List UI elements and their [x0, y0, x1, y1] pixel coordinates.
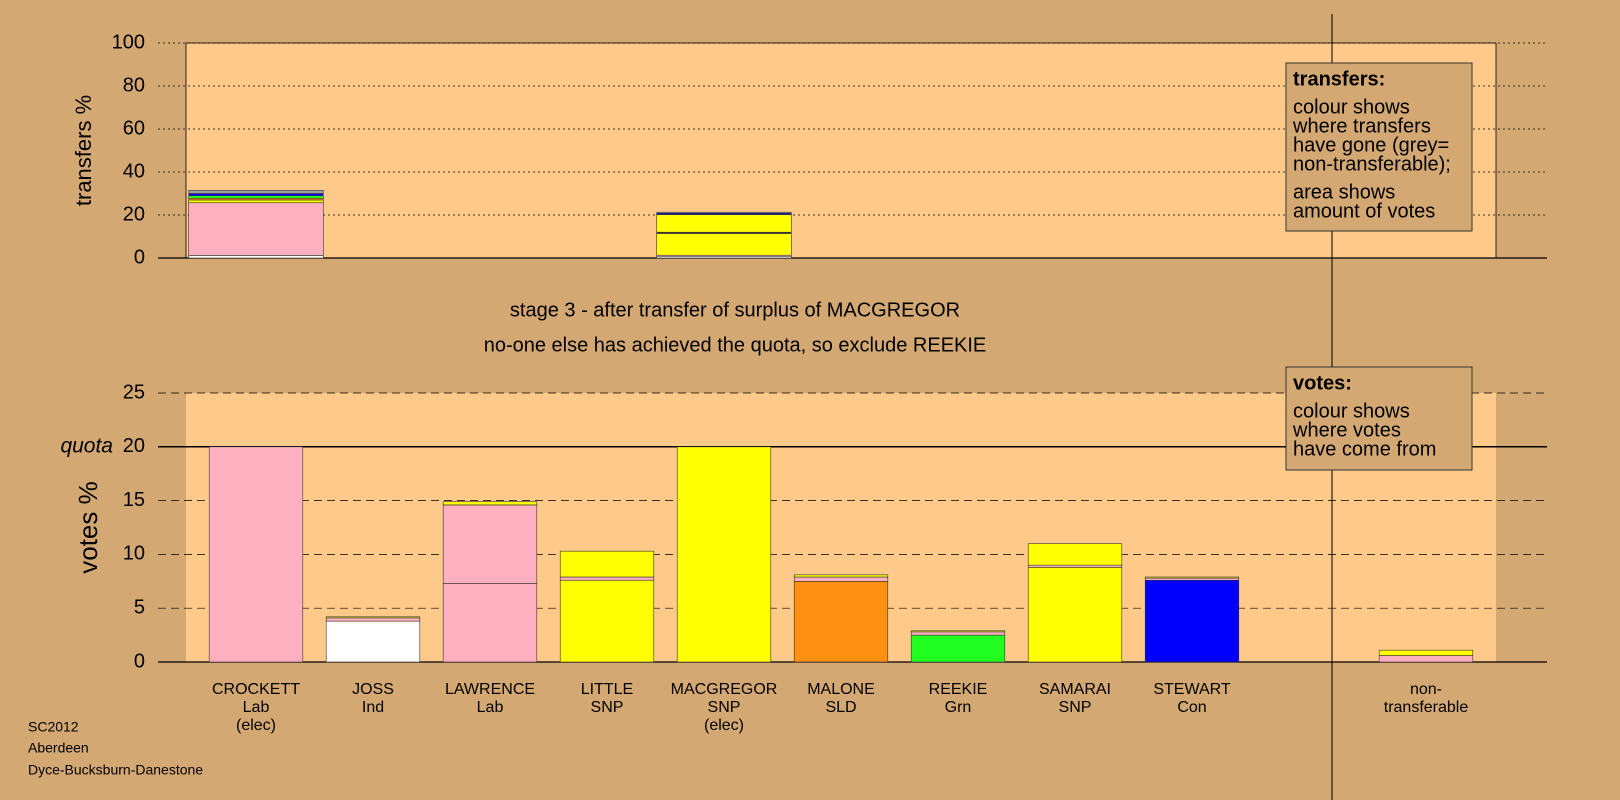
x-tick-label: MACGREGOR	[671, 681, 778, 698]
bar-segment	[910, 631, 1006, 636]
bar-segment	[188, 199, 324, 204]
x-tick-label: REEKIE	[929, 681, 988, 698]
note-title: transfers:	[1293, 68, 1385, 90]
bar-segment	[188, 189, 324, 194]
x-tick-label: transferable	[1384, 699, 1469, 716]
bar-segment	[1027, 567, 1123, 663]
bar-segment	[793, 574, 889, 578]
bar-segment	[656, 233, 792, 256]
y-tick-label: 80	[123, 74, 145, 96]
y-tick-label: 5	[134, 596, 145, 618]
x-tick-label: LITTLE	[581, 681, 633, 698]
y-tick-label: 100	[112, 31, 145, 53]
bar-segment	[325, 617, 421, 622]
bar-segment	[1027, 564, 1123, 568]
x-tick-label: LAWRENCE	[445, 681, 535, 698]
footer-text: Aberdeen	[28, 740, 89, 756]
x-tick-label: SNP	[1059, 699, 1092, 716]
x-tick-label: (elec)	[704, 717, 744, 734]
footer-text: SC2012	[28, 719, 79, 735]
bar-segment	[1378, 655, 1474, 663]
bar-segment	[793, 576, 889, 582]
x-tick-label: SNP	[591, 699, 624, 716]
note-text: where votes	[1292, 419, 1401, 441]
x-tick-label: CROCKETT	[212, 681, 300, 698]
x-tick-label: Ind	[362, 699, 384, 716]
x-tick-label: Lab	[477, 699, 504, 716]
note-box	[1285, 62, 1473, 232]
bar-segment	[208, 446, 304, 663]
bar-segment	[442, 501, 538, 506]
bar-segment	[442, 504, 538, 584]
y-tick-label: 25	[123, 381, 145, 403]
bar-segment	[656, 214, 792, 233]
bar-segment	[188, 255, 324, 259]
y-tick-label: 10	[123, 543, 145, 565]
y-axis-label: transfers %	[71, 95, 96, 206]
x-tick-label: Lab	[243, 699, 270, 716]
note-text: have come from	[1293, 438, 1436, 460]
bar-segment	[1027, 543, 1123, 566]
note-text: have gone (grey=	[1293, 134, 1449, 156]
y-tick-label: 0	[134, 650, 145, 672]
note-text: colour shows	[1293, 96, 1410, 118]
stage-text: no-one else has achieved the quota, so e…	[484, 334, 987, 356]
bar-segment	[676, 446, 772, 663]
note-title: votes:	[1293, 372, 1352, 394]
bar-segment	[559, 576, 655, 581]
note-text: amount of votes	[1293, 200, 1435, 222]
x-tick-label: (elec)	[236, 717, 276, 734]
bar-segment	[1144, 579, 1240, 663]
quota-label: quota	[60, 434, 113, 457]
y-tick-label: 60	[123, 117, 145, 139]
plot-area	[185, 42, 1497, 259]
note-text: where transfers	[1292, 115, 1431, 137]
bar-segment	[793, 580, 889, 663]
bar-segment	[559, 550, 655, 578]
x-tick-label: JOSS	[352, 681, 394, 698]
bar-segment	[910, 634, 1006, 663]
x-tick-label: SNP	[708, 699, 741, 716]
x-tick-label: MALONE	[807, 681, 875, 698]
x-tick-label: SLD	[825, 699, 856, 716]
bar-segment	[188, 193, 324, 196]
bar-segment	[325, 620, 421, 663]
y-axis-label: votes %	[73, 481, 103, 574]
note-text: colour shows	[1293, 400, 1410, 422]
bar-segment	[1378, 649, 1474, 656]
bar-segment	[442, 583, 538, 663]
y-tick-label: 0	[134, 246, 145, 268]
note-box	[1285, 366, 1473, 471]
bar-segment	[910, 630, 1006, 633]
note-text: non-transferable);	[1293, 153, 1451, 175]
bar-segment	[188, 202, 324, 256]
bar-segment	[1144, 576, 1240, 579]
x-tick-label: Con	[1177, 699, 1206, 716]
bar-segment	[188, 195, 324, 199]
bar-segment	[656, 211, 792, 214]
x-tick-label: Grn	[945, 699, 972, 716]
footer-text: Dyce-Bucksburn-Danestone	[28, 762, 203, 778]
bar-segment	[325, 616, 421, 619]
y-tick-label: 20	[123, 435, 145, 457]
stage-text: stage 3 - after transfer of surplus of M…	[510, 299, 960, 321]
x-tick-label: SAMARAI	[1039, 681, 1111, 698]
y-tick-label: 20	[123, 203, 145, 225]
y-tick-label: 40	[123, 160, 145, 182]
bar-segment	[1144, 577, 1240, 581]
bar-segment	[559, 579, 655, 663]
x-tick-label: STEWART	[1153, 681, 1231, 698]
note-text: area shows	[1293, 181, 1395, 203]
x-tick-label: non-	[1410, 681, 1442, 698]
y-tick-label: 15	[123, 489, 145, 511]
